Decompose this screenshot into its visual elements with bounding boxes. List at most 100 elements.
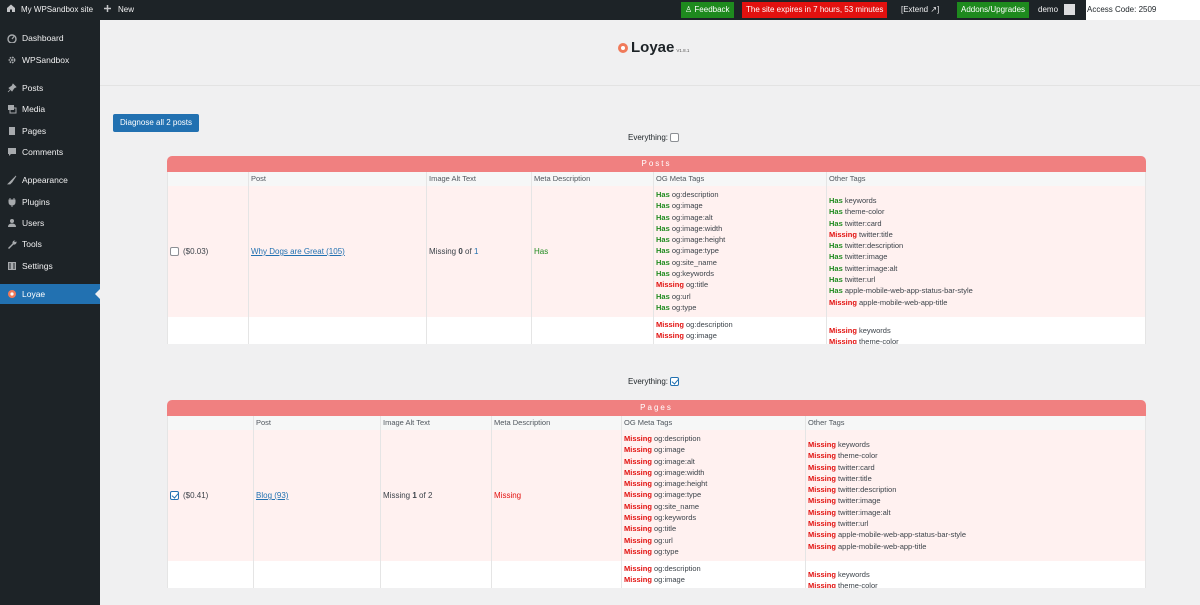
tag-status: Missing — [624, 479, 652, 489]
tag-status: Missing — [829, 297, 857, 307]
posts-everything-checkbox[interactable] — [670, 133, 680, 142]
sidebar-item-posts[interactable]: Posts — [0, 78, 100, 98]
sidebar-item-pages[interactable]: Pages — [0, 121, 100, 141]
tag-line: Missing theme-color — [829, 336, 1146, 344]
tag-name: og:url — [671, 291, 691, 301]
table-header-row: Post Image Alt Text Meta Description OG Met… — [168, 172, 1145, 186]
tag-name: twitter:image:alt — [844, 263, 898, 273]
avatar[interactable] — [1064, 4, 1075, 15]
tag-line: Missing og:image:width — [624, 467, 805, 478]
sidebar-item-settings[interactable]: Settings — [0, 256, 100, 276]
sidebar-item-loyae[interactable]: Loyae — [0, 284, 100, 304]
pages-section-title: Pages — [167, 400, 1146, 416]
sidebar-item-label: Posts — [22, 83, 44, 93]
site-expiry-notice: The site expires in 7 hours, 53 minutes — [742, 2, 888, 18]
sidebar-item-users[interactable]: Users — [0, 213, 100, 233]
tag-line: Missing og:image — [656, 330, 826, 341]
tag-status: Missing — [624, 524, 652, 534]
addons-upgrades-button[interactable]: Addons/Upgrades — [957, 2, 1030, 18]
pages-everything-toggle[interactable]: Everything: — [628, 377, 680, 386]
tag-status: Has — [656, 235, 670, 245]
tag-line: Missing twitter:card — [808, 462, 1146, 473]
posts-section-title: Posts — [167, 156, 1146, 172]
posts-everything-toggle[interactable]: Everything: — [628, 133, 680, 142]
tag-status: Missing — [624, 513, 652, 523]
image-alt-cell: Missing 0 of 1 — [426, 186, 531, 317]
table-row: ($0.41) Blog (93) Missing 1 of 2 Missing Mis… — [168, 430, 1145, 561]
tag-line: Has og:image:width — [656, 223, 826, 234]
sidebar-item-dashboard[interactable]: Dashboard — [0, 28, 100, 48]
tag-name: theme-color — [838, 451, 878, 461]
sidebar-item-label: Loyae — [22, 289, 46, 299]
sidebar-item-label: Comments — [22, 147, 64, 157]
new-content-link[interactable]: New — [118, 5, 135, 14]
tag-line: Has apple-mobile-web-app-status-bar-styl… — [829, 285, 1146, 296]
admin-sidebar: Dashboard WPSandbox Posts Media Pages Comment… — [0, 20, 100, 605]
row-checkbox[interactable] — [170, 247, 179, 256]
feedback-icon: ♙ — [685, 5, 693, 14]
tag-status: Missing — [808, 485, 836, 495]
tag-status: Has — [656, 190, 670, 199]
tag-status: Has — [656, 269, 670, 279]
tag-line: Has twitter:image:alt — [829, 263, 1146, 274]
plugin-version: V1.8.1 — [676, 48, 690, 53]
tag-line: Missing og:title — [656, 279, 826, 290]
tag-name: twitter:image — [838, 496, 881, 506]
tag-name: og:image:width — [671, 223, 723, 233]
user-name[interactable]: demo — [1038, 5, 1059, 14]
tag-name: twitter:url — [838, 519, 869, 529]
sidebar-item-media[interactable]: Media — [0, 99, 100, 119]
meta-description-status: Has — [534, 247, 549, 256]
tag-line: Missing twitter:url — [808, 518, 1146, 529]
sidebar-item-wpsandbox[interactable]: WPSandbox — [0, 50, 100, 70]
tag-name: og:url — [654, 535, 673, 545]
tag-line: Missing apple-mobile-web-app-title — [829, 297, 1146, 308]
tag-line: Missing og:image — [624, 444, 805, 455]
tag-name: twitter:image — [844, 252, 888, 262]
tag-line: Missing twitter:title — [808, 473, 1146, 484]
site-name-link[interactable]: My WPSandbox site — [21, 5, 94, 14]
sidebar-item-tools[interactable]: Tools — [0, 234, 100, 254]
tag-name: og:image:alt — [671, 212, 713, 222]
plus-icon[interactable] — [103, 0, 112, 20]
pin-icon — [6, 82, 17, 93]
diagnose-all-button[interactable]: Diagnose all 2 posts — [113, 114, 199, 132]
post-link[interactable]: Blog (93) — [256, 491, 289, 500]
tag-status: Missing — [808, 570, 836, 579]
tag-name: og:title — [686, 280, 709, 290]
sidebar-item-label: Appearance — [22, 175, 68, 185]
extend-link[interactable]: [Extend ↗] — [901, 5, 940, 14]
tag-line: Missing og:image — [624, 574, 805, 585]
tag-line: Missing og:type — [624, 546, 805, 557]
sidebar-item-appearance[interactable]: Appearance — [0, 170, 100, 190]
tag-name: twitter:url — [844, 275, 876, 285]
tag-line: Has og:image:type — [656, 245, 826, 256]
tag-line: Missing og:image:type — [624, 489, 805, 500]
tag-name: og:type — [671, 302, 697, 312]
access-code: Access Code: 2509 — [1086, 0, 1200, 20]
row-select-cell: ($0.03) — [168, 186, 248, 317]
alt-total-count: 1 — [473, 247, 479, 256]
sidebar-item-label: Pages — [22, 126, 47, 136]
column-header: Post — [248, 172, 426, 186]
tag-line: Missing og:description — [656, 319, 826, 330]
tag-line: Has twitter:card — [829, 218, 1146, 229]
pages-everything-checkbox[interactable] — [670, 377, 680, 386]
plugin-header: Loyae V1.8.1 — [100, 20, 1200, 86]
tag-line: Missing keywords — [829, 325, 1146, 336]
wordpress-home-icon[interactable] — [6, 0, 16, 20]
tag-line: Missing keywords — [808, 439, 1146, 450]
og-meta-tags-cell: Missing og:description Missing og:image — [653, 317, 826, 344]
row-checkbox[interactable] — [170, 491, 179, 500]
feedback-button[interactable]: ♙ Feedback — [681, 2, 734, 18]
sidebar-item-comments[interactable]: Comments — [0, 142, 100, 162]
tag-status: Missing — [808, 530, 836, 540]
meta-description-status: Missing — [494, 491, 522, 500]
sidebar-item-plugins[interactable]: Plugins — [0, 192, 100, 212]
og-meta-tags-cell: Missing og:description Missing og:image — [621, 561, 805, 588]
tag-name: og:image — [686, 331, 717, 341]
post-link[interactable]: Why Dogs are Great (105) — [251, 247, 345, 256]
tag-name: og:image:type — [671, 246, 719, 256]
tag-name: theme-color — [838, 581, 878, 588]
pages-icon — [6, 125, 17, 136]
